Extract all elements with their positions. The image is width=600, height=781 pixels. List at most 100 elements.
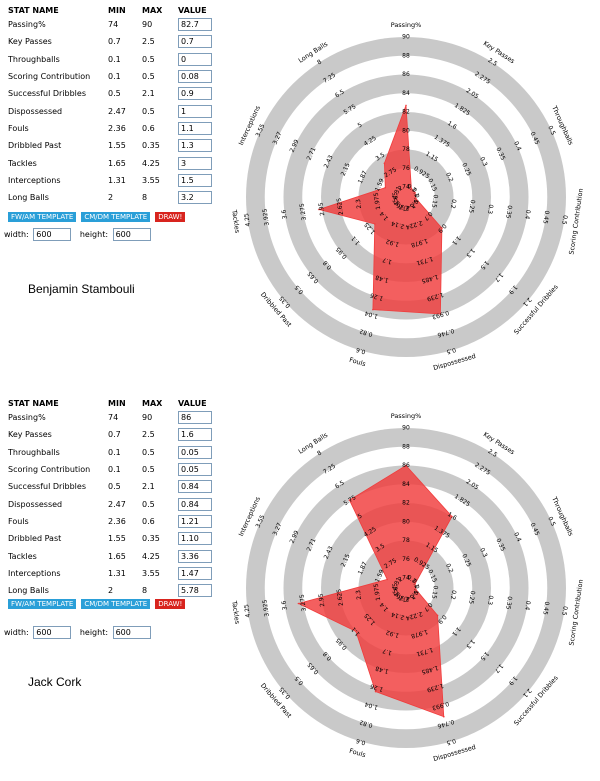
tick-label: 86 xyxy=(402,71,410,78)
stat-value-input[interactable] xyxy=(178,70,212,83)
stat-value-input[interactable] xyxy=(178,428,212,441)
stat-max: 4.25 xyxy=(138,154,174,171)
cm-dm-template-button[interactable]: CM/DM TEMPLATE xyxy=(81,599,150,609)
stat-value-input[interactable] xyxy=(178,157,212,170)
stat-value-input[interactable] xyxy=(178,122,212,135)
data-point xyxy=(384,163,386,165)
stat-name: Throughballs xyxy=(4,51,104,68)
table-header-row: STAT NAME MIN MAX VALUE xyxy=(4,4,212,16)
table-row: Scoring Contribution 0.1 0.5 xyxy=(4,461,212,478)
stat-name: Fouls xyxy=(4,513,104,530)
stat-name: Dispossessed xyxy=(4,102,104,119)
stat-name: Key Passes xyxy=(4,33,104,50)
data-point xyxy=(372,309,374,311)
draw-button[interactable]: DRAW! xyxy=(155,212,185,222)
stat-value-input[interactable] xyxy=(178,411,212,424)
stat-min: 0.5 xyxy=(104,478,138,495)
stat-value-input[interactable] xyxy=(178,515,212,528)
stat-value-cell xyxy=(174,154,212,171)
height-input[interactable] xyxy=(113,228,151,241)
height-input[interactable] xyxy=(113,626,151,639)
width-label: width: xyxy=(4,230,29,239)
stat-value-input[interactable] xyxy=(178,567,212,580)
stat-value-input[interactable] xyxy=(178,87,212,100)
stat-name: Throughballs xyxy=(4,444,104,461)
min-header: MIN xyxy=(104,397,138,409)
stat-value-input[interactable] xyxy=(178,191,212,204)
axis-label: Dispossessed xyxy=(432,352,476,372)
table-row: Key Passes 0.7 2.5 xyxy=(4,426,212,443)
cm-dm-template-button[interactable]: CM/DM TEMPLATE xyxy=(81,212,150,222)
tick-label: 90 xyxy=(402,34,410,41)
max-header: MAX xyxy=(138,397,174,409)
value-header: VALUE xyxy=(174,397,212,409)
stat-max: 3.55 xyxy=(138,172,174,189)
player-panel-2: STAT NAMEMINMAXVALUEPassing%7490Key Pass… xyxy=(0,391,600,781)
fw-am-template-button[interactable]: FW/AM TEMPLATE xyxy=(8,212,76,222)
stat-value-input[interactable] xyxy=(178,550,212,563)
stat-max: 0.5 xyxy=(138,444,174,461)
stat-value-input[interactable] xyxy=(178,446,212,459)
table-row: Key Passes 0.7 2.5 xyxy=(4,33,212,50)
axis-label: Fouls xyxy=(348,356,367,369)
player-panel-1: STAT NAME MIN MAX VALUE Passing% 74 90 Key Pass… xyxy=(0,0,600,390)
table-row: Throughballs 0.1 0.5 xyxy=(4,51,212,68)
stat-value-cell xyxy=(174,102,212,119)
height-label: height: xyxy=(80,230,108,239)
stat-value-cell xyxy=(174,51,212,68)
stat-max: 0.5 xyxy=(138,461,174,478)
table-row: Passing% 74 90 xyxy=(4,16,212,33)
stat-value-input[interactable] xyxy=(178,105,212,118)
tick-label: 76 xyxy=(402,556,410,563)
stat-name: Successful Dribbles xyxy=(4,478,104,495)
value-header: VALUE xyxy=(174,4,212,16)
stat-name: Interceptions xyxy=(4,172,104,189)
stat-name: Scoring Contribution xyxy=(4,461,104,478)
stat-min: 0.1 xyxy=(104,444,138,461)
fw-am-template-button[interactable]: FW/AM TEMPLATE xyxy=(8,599,76,609)
max-header: MAX xyxy=(138,4,174,16)
stat-value-input[interactable] xyxy=(178,18,212,31)
width-input[interactable] xyxy=(33,626,71,639)
stat-value-cell xyxy=(174,478,212,495)
data-point xyxy=(437,615,439,617)
width-input[interactable] xyxy=(33,228,71,241)
template-buttons: FW/AM TEMPLATE CM/DM TEMPLATE DRAW! xyxy=(8,204,190,215)
dimension-controls: width: height: xyxy=(4,228,157,241)
stat-value-input[interactable] xyxy=(178,480,212,493)
table-header-row: STAT NAME MIN MAX VALUE xyxy=(4,397,212,409)
stat-value-input[interactable] xyxy=(178,498,212,511)
radar-chart: 747678808284868890Passing%0.70.9251.151.… xyxy=(230,0,600,390)
tick-label: 84 xyxy=(402,90,410,97)
stat-header: STAT NAME xyxy=(4,4,104,16)
stat-value-cell xyxy=(174,85,212,102)
stat-value-input[interactable] xyxy=(178,35,212,48)
tick-label: 0.5 xyxy=(560,606,568,617)
stat-value-input[interactable] xyxy=(178,139,212,152)
stat-value-cell xyxy=(174,530,212,547)
table-row: Fouls 2.36 0.6 xyxy=(4,513,212,530)
stat-header: STAT NAME xyxy=(4,397,104,409)
tick-label: 0.4 xyxy=(523,600,531,611)
table-row: Dribbled Past 1.55 0.35 xyxy=(4,530,212,547)
stat-name: Interceptions xyxy=(4,565,104,582)
stat-value-input[interactable] xyxy=(178,463,212,476)
dimension-controls: width: height: xyxy=(4,626,157,639)
axis-label: Scoring Contribution xyxy=(567,188,584,255)
stat-max: 2.1 xyxy=(138,85,174,102)
stat-min: 2.36 xyxy=(104,513,138,530)
stat-max: 2.5 xyxy=(138,426,174,443)
draw-button[interactable]: DRAW! xyxy=(155,599,185,609)
stat-value-cell xyxy=(174,461,212,478)
stat-min: 1.55 xyxy=(104,530,138,547)
stat-min: 0.7 xyxy=(104,426,138,443)
stat-value-input[interactable] xyxy=(178,532,212,545)
player-name: Jack Cork xyxy=(28,675,81,689)
stats-table: STAT NAMEMINMAXVALUEPassing%7490Key Pass… xyxy=(4,397,212,599)
stat-value-input[interactable] xyxy=(178,53,212,66)
stat-min: 1.55 xyxy=(104,137,138,154)
tick-label: 90 xyxy=(402,425,410,432)
stat-min: 74 xyxy=(104,16,138,33)
stat-value-input[interactable] xyxy=(178,174,212,187)
tick-label: 0.2 xyxy=(449,590,457,601)
